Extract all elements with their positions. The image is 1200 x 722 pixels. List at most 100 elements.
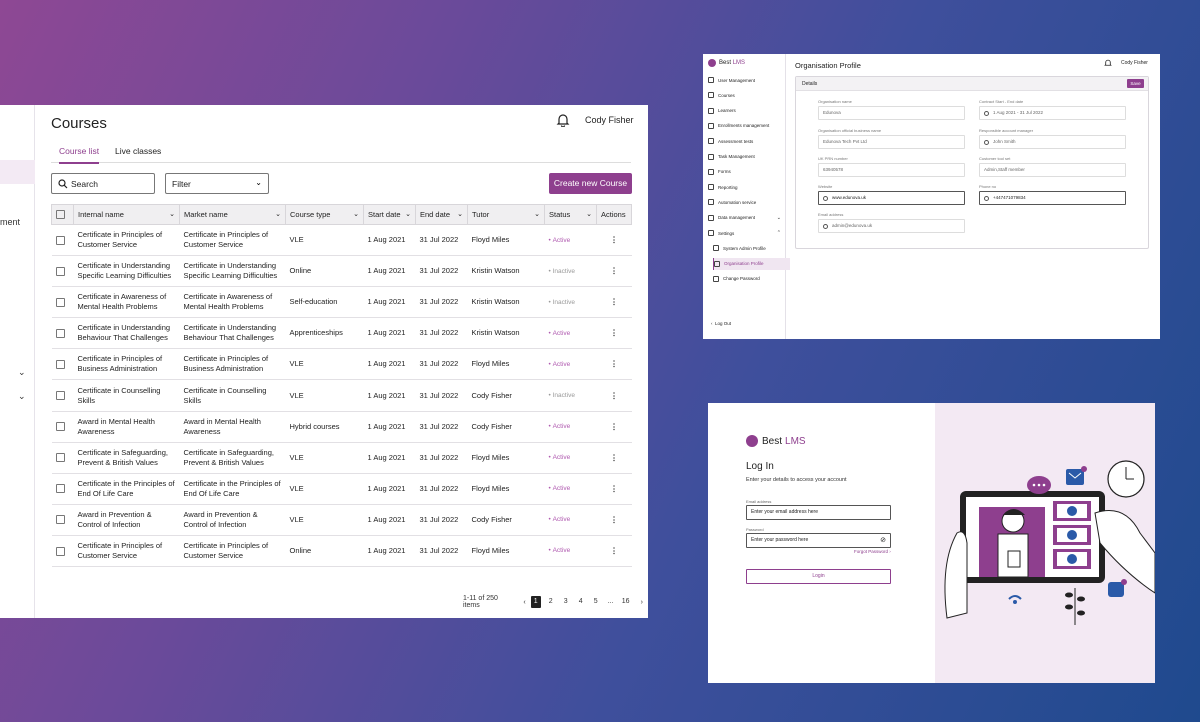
row-checkbox[interactable] <box>51 535 74 568</box>
text-input[interactable]: Admin,Staff member <box>979 163 1126 177</box>
more-actions-icon[interactable]: ⋮ <box>596 379 632 412</box>
user-name[interactable]: Cody Fisher <box>1121 60 1148 66</box>
row-checkbox[interactable] <box>51 442 74 474</box>
table-row[interactable]: Certificate in Principles of Customer Se… <box>51 224 632 257</box>
sidebar-item-fragment[interactable]: ment <box>0 217 21 227</box>
create-course-button[interactable]: Create new Course <box>549 173 632 194</box>
end-date-cell: 31 Jul 2022 <box>415 348 468 381</box>
column-header[interactable]: Start date ⌄ <box>363 204 416 225</box>
bell-icon[interactable] <box>556 113 570 127</box>
start-date-cell: 1 Aug 2021 <box>363 535 416 568</box>
tab-live-classes[interactable]: Live classes <box>115 146 162 156</box>
password-field[interactable]: Enter your password here ⊘ <box>746 533 891 548</box>
more-actions-icon[interactable]: ⋮ <box>596 348 632 381</box>
column-header[interactable]: Market name ⌄ <box>179 204 286 225</box>
end-date-cell: 31 Jul 2022 <box>415 411 468 443</box>
sidebar-item[interactable]: Learners <box>708 105 785 117</box>
table-row[interactable]: Certificate in Principles of Customer Se… <box>51 535 632 568</box>
end-date-cell: 31 Jul 2022 <box>415 286 468 319</box>
sidebar-item[interactable]: Data management ⌄ <box>708 212 785 224</box>
more-actions-icon[interactable]: ⋮ <box>596 504 632 536</box>
sidebar-item[interactable]: Task Management <box>708 151 785 163</box>
row-checkbox[interactable] <box>51 473 74 505</box>
column-header[interactable]: Tutor ⌄ <box>467 204 545 225</box>
sidebar-item[interactable]: Settings ⌃ <box>708 227 785 239</box>
email-field[interactable]: Enter your email address here <box>746 505 891 520</box>
text-input[interactable]: John Smith <box>979 135 1126 149</box>
sidebar-item[interactable]: Assessment tests <box>708 135 785 147</box>
sidebar-item[interactable]: Change Password <box>713 273 790 285</box>
row-checkbox[interactable] <box>51 255 74 288</box>
sidebar-item[interactable]: Reporting <box>708 181 785 193</box>
row-checkbox[interactable] <box>51 286 74 319</box>
user-name[interactable]: Cody Fisher <box>585 115 634 125</box>
sidebar-item[interactable]: Organisation Profile <box>713 257 790 270</box>
select-all-checkbox[interactable] <box>51 204 74 225</box>
column-header[interactable]: Status ⌄ <box>544 204 597 225</box>
table-row[interactable]: Certificate in Principles of Business Ad… <box>51 348 632 381</box>
tab-course-list[interactable]: Course list <box>59 146 100 164</box>
table-row[interactable]: Certificate in Understanding Behaviour T… <box>51 317 632 350</box>
text-input[interactable]: +447471079834 <box>979 191 1126 205</box>
logout-button[interactable]: ‹ Log Out <box>711 321 732 326</box>
text-input[interactable]: www.edunova.uk <box>818 191 965 205</box>
sidebar-selected-item[interactable] <box>0 160 35 184</box>
sidebar-item[interactable]: Automation service <box>708 196 785 208</box>
table-row[interactable]: Certificate in the Principles of End Of … <box>51 473 632 505</box>
more-actions-icon[interactable]: ⋮ <box>596 442 632 474</box>
page-button[interactable]: 16 <box>621 598 630 605</box>
start-date-cell: 1 Aug 2021 <box>363 286 416 319</box>
login-button[interactable]: Login <box>746 569 891 584</box>
column-header[interactable]: Internal name ⌄ <box>73 204 180 225</box>
sidebar-item[interactable]: Enrollments management <box>708 120 785 132</box>
column-header[interactable]: Course type ⌄ <box>285 204 364 225</box>
text-input[interactable]: Edunova Tech Pvt Ltd <box>818 135 965 149</box>
filter-select[interactable]: Filter ⌄ <box>165 173 269 194</box>
more-actions-icon[interactable]: ⋮ <box>596 317 632 350</box>
page-button[interactable]: 2 <box>548 598 553 605</box>
bell-icon[interactable] <box>1104 59 1112 67</box>
table-row[interactable]: Award in Mental Health Awareness Award in… <box>51 411 632 443</box>
text-input[interactable]: Edunova <box>818 106 965 120</box>
page-button[interactable]: 4 <box>578 598 583 605</box>
more-actions-icon[interactable]: ⋮ <box>596 255 632 288</box>
more-actions-icon[interactable]: ⋮ <box>596 473 632 505</box>
search-input[interactable]: Search <box>51 173 155 194</box>
internal-name-cell: Certificate in Principles of Customer Se… <box>73 224 180 257</box>
text-input[interactable]: 63940578 <box>818 163 965 177</box>
column-header[interactable]: End date ⌄ <box>415 204 468 225</box>
row-checkbox[interactable] <box>51 224 74 257</box>
sidebar-item[interactable]: User Management <box>708 74 785 86</box>
more-actions-icon[interactable]: ⋮ <box>596 535 632 568</box>
more-actions-icon[interactable]: ⋮ <box>596 224 632 257</box>
chevron-left-icon[interactable]: ‹ <box>523 598 526 606</box>
row-checkbox[interactable] <box>51 504 74 536</box>
text-input[interactable]: 1 Aug 2021 - 31 Jul 2022 <box>979 106 1126 120</box>
page-button[interactable]: 5 <box>593 598 598 605</box>
row-checkbox[interactable] <box>51 379 74 412</box>
chevron-down-icon[interactable]: ⌄ <box>18 367 26 377</box>
save-button[interactable]: Save <box>1127 79 1144 88</box>
row-checkbox[interactable] <box>51 348 74 381</box>
text-input[interactable]: admin@edunova.uk <box>818 219 965 233</box>
row-checkbox[interactable] <box>51 317 74 350</box>
more-actions-icon[interactable]: ⋮ <box>596 286 632 319</box>
table-row[interactable]: Certificate in Safeguarding, Prevent & B… <box>51 442 632 474</box>
row-checkbox[interactable] <box>51 411 74 443</box>
page-button[interactable]: ... <box>607 598 614 605</box>
sidebar-item[interactable]: System Admin Profile <box>713 242 790 254</box>
tutor-cell: Cody Fisher <box>467 411 545 443</box>
sidebar-item[interactable]: Courses <box>708 89 785 101</box>
eye-off-icon[interactable]: ⊘ <box>880 537 886 544</box>
table-row[interactable]: Certificate in Counselling Skills Certifi… <box>51 379 632 412</box>
more-actions-icon[interactable]: ⋮ <box>596 411 632 443</box>
forgot-password-link[interactable]: Forgot Password › <box>854 549 891 554</box>
chevron-down-icon[interactable]: ⌄ <box>18 391 26 401</box>
table-row[interactable]: Certificate in Awareness of Mental Healt… <box>51 286 632 319</box>
sidebar-item[interactable]: Forms <box>708 166 785 178</box>
table-row[interactable]: Certificate in Understanding Specific Le… <box>51 255 632 288</box>
page-button[interactable]: 3 <box>563 598 568 605</box>
page-button[interactable]: 1 <box>530 596 541 608</box>
chevron-right-icon[interactable]: › <box>640 598 643 606</box>
table-row[interactable]: Award in Prevention & Control of Infecti… <box>51 504 632 536</box>
